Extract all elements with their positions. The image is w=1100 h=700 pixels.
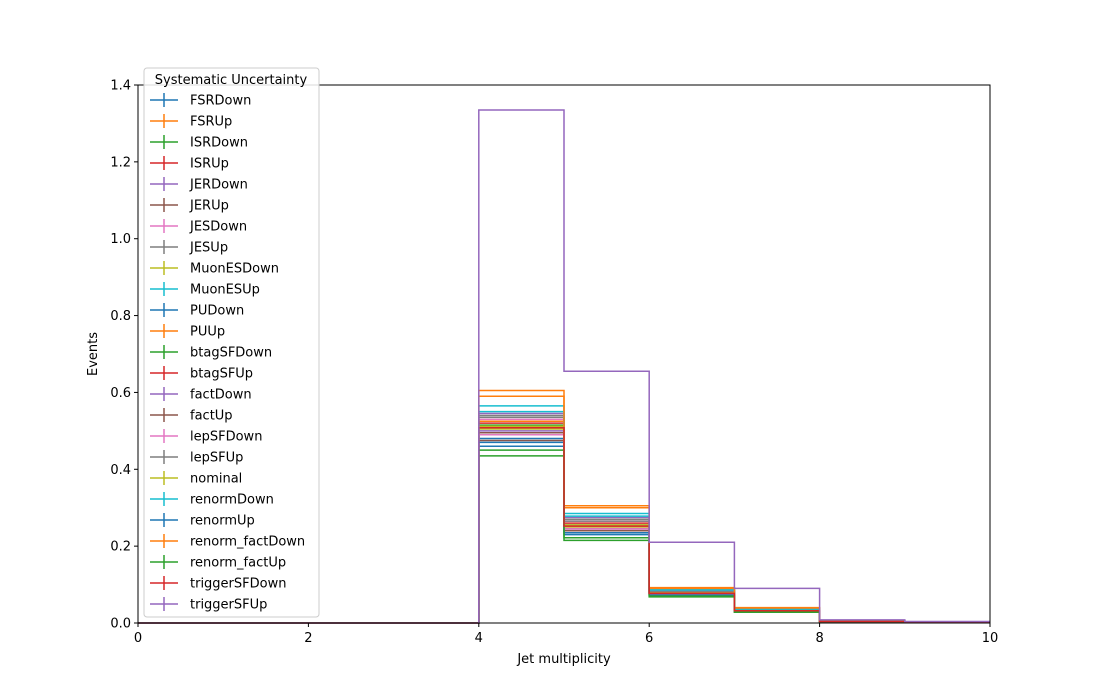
legend-label-triggerSFDown: triggerSFDown [190,577,286,592]
legend-title: Systematic Uncertainty [155,73,308,88]
x-axis-label: Jet multiplicity [516,652,611,667]
x-tick-label: 10 [982,631,999,646]
legend-label-JESDown: JESDown [189,220,247,235]
legend-label-renormUp: renormUp [190,514,255,529]
legend-frame [143,67,320,618]
legend-label-PUDown: PUDown [190,304,244,319]
legend-label-PUUp: PUUp [190,325,225,340]
legend-label-ISRUp: ISRUp [190,157,229,172]
legend-label-renorm_factDown: renorm_factDown [190,535,305,550]
legend-label-JERDown: JERDown [189,178,248,193]
x-tick-label: 0 [134,631,142,646]
legend-label-MuonESDown: MuonESDown [190,262,279,277]
legend-label-renorm_factUp: renorm_factUp [190,556,286,571]
legend-label-factUp: factUp [190,409,233,424]
legend-entries: FSRDown FSRUp ISRDown ISRUp JERDown JERUp JESD… [150,93,305,613]
legend-label-FSRUp: FSRUp [190,115,232,130]
y-tick-label: 1.2 [110,155,131,170]
legend-label-lepSFDown: lepSFDown [190,430,262,445]
legend-label-factDown: factDown [190,388,252,403]
legend-label-renormDown: renormDown [190,493,274,508]
legend-label-FSRDown: FSRDown [190,94,251,109]
y-tick-label: 0.6 [110,386,131,401]
legend-label-triggerSFUp: triggerSFUp [190,598,267,613]
x-tick-label: 8 [815,631,823,646]
legend-label-lepSFUp: lepSFUp [190,451,243,466]
x-tick-label: 4 [475,631,483,646]
y-tick-label: 0.8 [110,309,131,324]
x-tick-label: 2 [304,631,312,646]
plot-area-frame [137,84,991,624]
y-axis: 0.0 0.2 0.4 0.6 0.8 1.0 1.2 1.4 [110,79,138,632]
y-tick-label: 0.4 [110,463,131,478]
y-tick-label: 0.2 [110,540,131,555]
legend-label-MuonESUp: MuonESUp [190,283,260,298]
legend-label-btagSFUp: btagSFUp [190,367,253,382]
x-tick-label: 6 [645,631,653,646]
legend: Systematic Uncertainty FSRDown FSRUp ISRDo… [143,67,320,618]
legend-label-JERUp: JERUp [189,199,229,214]
x-axis: 0 2 4 6 8 10 [134,623,998,646]
legend-label-ISRDown: ISRDown [190,136,248,151]
y-tick-label: 1.0 [110,232,131,247]
legend-label-nominal: nominal [190,472,242,487]
legend-label-btagSFDown: btagSFDown [190,346,272,361]
y-tick-label: 0.0 [110,617,131,632]
legend-label-JESUp: JESUp [189,241,228,256]
y-tick-label: 1.4 [110,79,131,94]
y-axis-label: Events [86,332,101,376]
